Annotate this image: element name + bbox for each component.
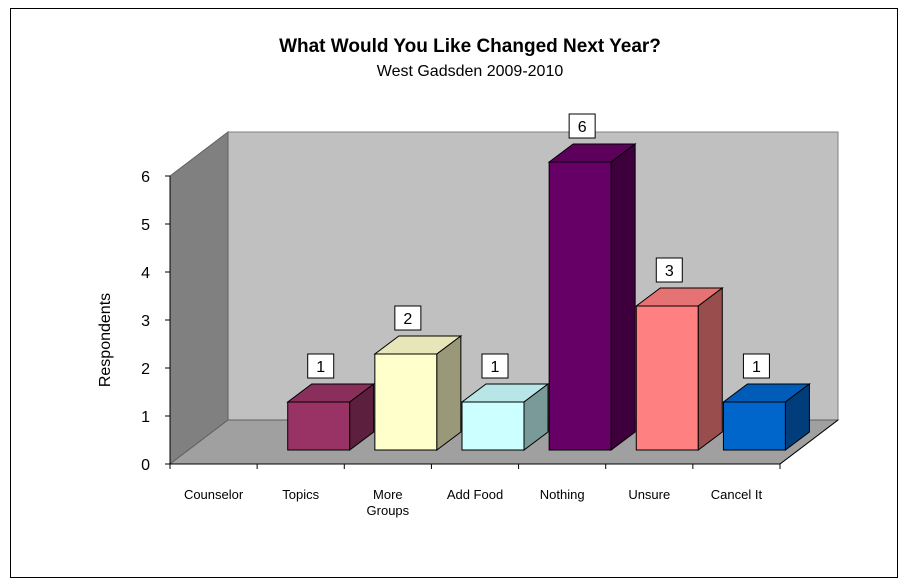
bar-side [610,143,636,451]
bars: 1 2 1 6 3 1 [286,113,811,451]
bar-side [697,287,723,451]
bar-side [784,383,810,451]
data-label-text: 3 [665,263,674,280]
bar-topics [286,383,376,451]
x-tick-label: More Groups [367,487,410,518]
data-label-box [394,305,422,331]
data-label-box [742,353,770,379]
bar-more-groups [373,335,463,451]
chart-subtitle: West Gadsden 2009-2010 [377,63,564,80]
bar-add-food [460,383,550,451]
data-label-box [655,257,683,283]
data-label: 3 [655,257,683,283]
chart-title: What Would You Like Changed Next Year? [279,36,661,57]
y-axis-label: Respondents [97,293,114,387]
y-tick-label: 1 [141,409,150,426]
data-label: 6 [568,113,596,139]
x-tick-label: Counselor [184,487,244,502]
y-tick-label: 4 [141,265,150,282]
x-tick-label: Cancel It [711,487,763,502]
bar-front [722,401,786,451]
y-tick-label: 3 [141,313,150,330]
x-tick-label: Unsure [628,487,670,502]
data-label-box [568,113,596,139]
data-label-text: 6 [578,119,587,136]
y-tick-label: 0 [141,457,150,474]
bar-front [287,401,351,451]
bar-side [523,383,549,451]
data-label-text: 1 [752,359,761,376]
side-wall [169,130,229,466]
data-label-text: 2 [403,311,412,328]
x-tick-label: Add Food [447,487,503,502]
bar-unsure [634,287,724,451]
y-tick-label: 6 [141,169,150,186]
data-label-text: 1 [316,359,325,376]
data-label-box [307,353,335,379]
y-axis: 0 1 2 3 4 5 6 [141,169,839,474]
x-tick-label: Nothing [540,487,585,502]
y-tick-label: 2 [141,361,150,378]
x-tick-label: Topics [282,487,319,502]
data-label: 1 [481,353,509,379]
y-tick-label: 5 [141,217,150,234]
bar-nothing [547,143,637,451]
data-label: 1 [307,353,335,379]
bar-side [436,335,462,451]
data-label: 1 [742,353,770,379]
bar-side [349,383,375,451]
category-labels: Counselor Topics More Groups Add Food Nothing… [184,487,763,518]
bar-front [461,401,525,451]
bar-front [548,161,612,451]
x-axis-depth-line [779,419,839,465]
data-label-text: 1 [491,359,500,376]
data-label-box [481,353,509,379]
bar-cancel-it [721,383,811,451]
bar-front [374,353,438,451]
data-label: 2 [394,305,422,331]
bar-front [635,305,699,451]
